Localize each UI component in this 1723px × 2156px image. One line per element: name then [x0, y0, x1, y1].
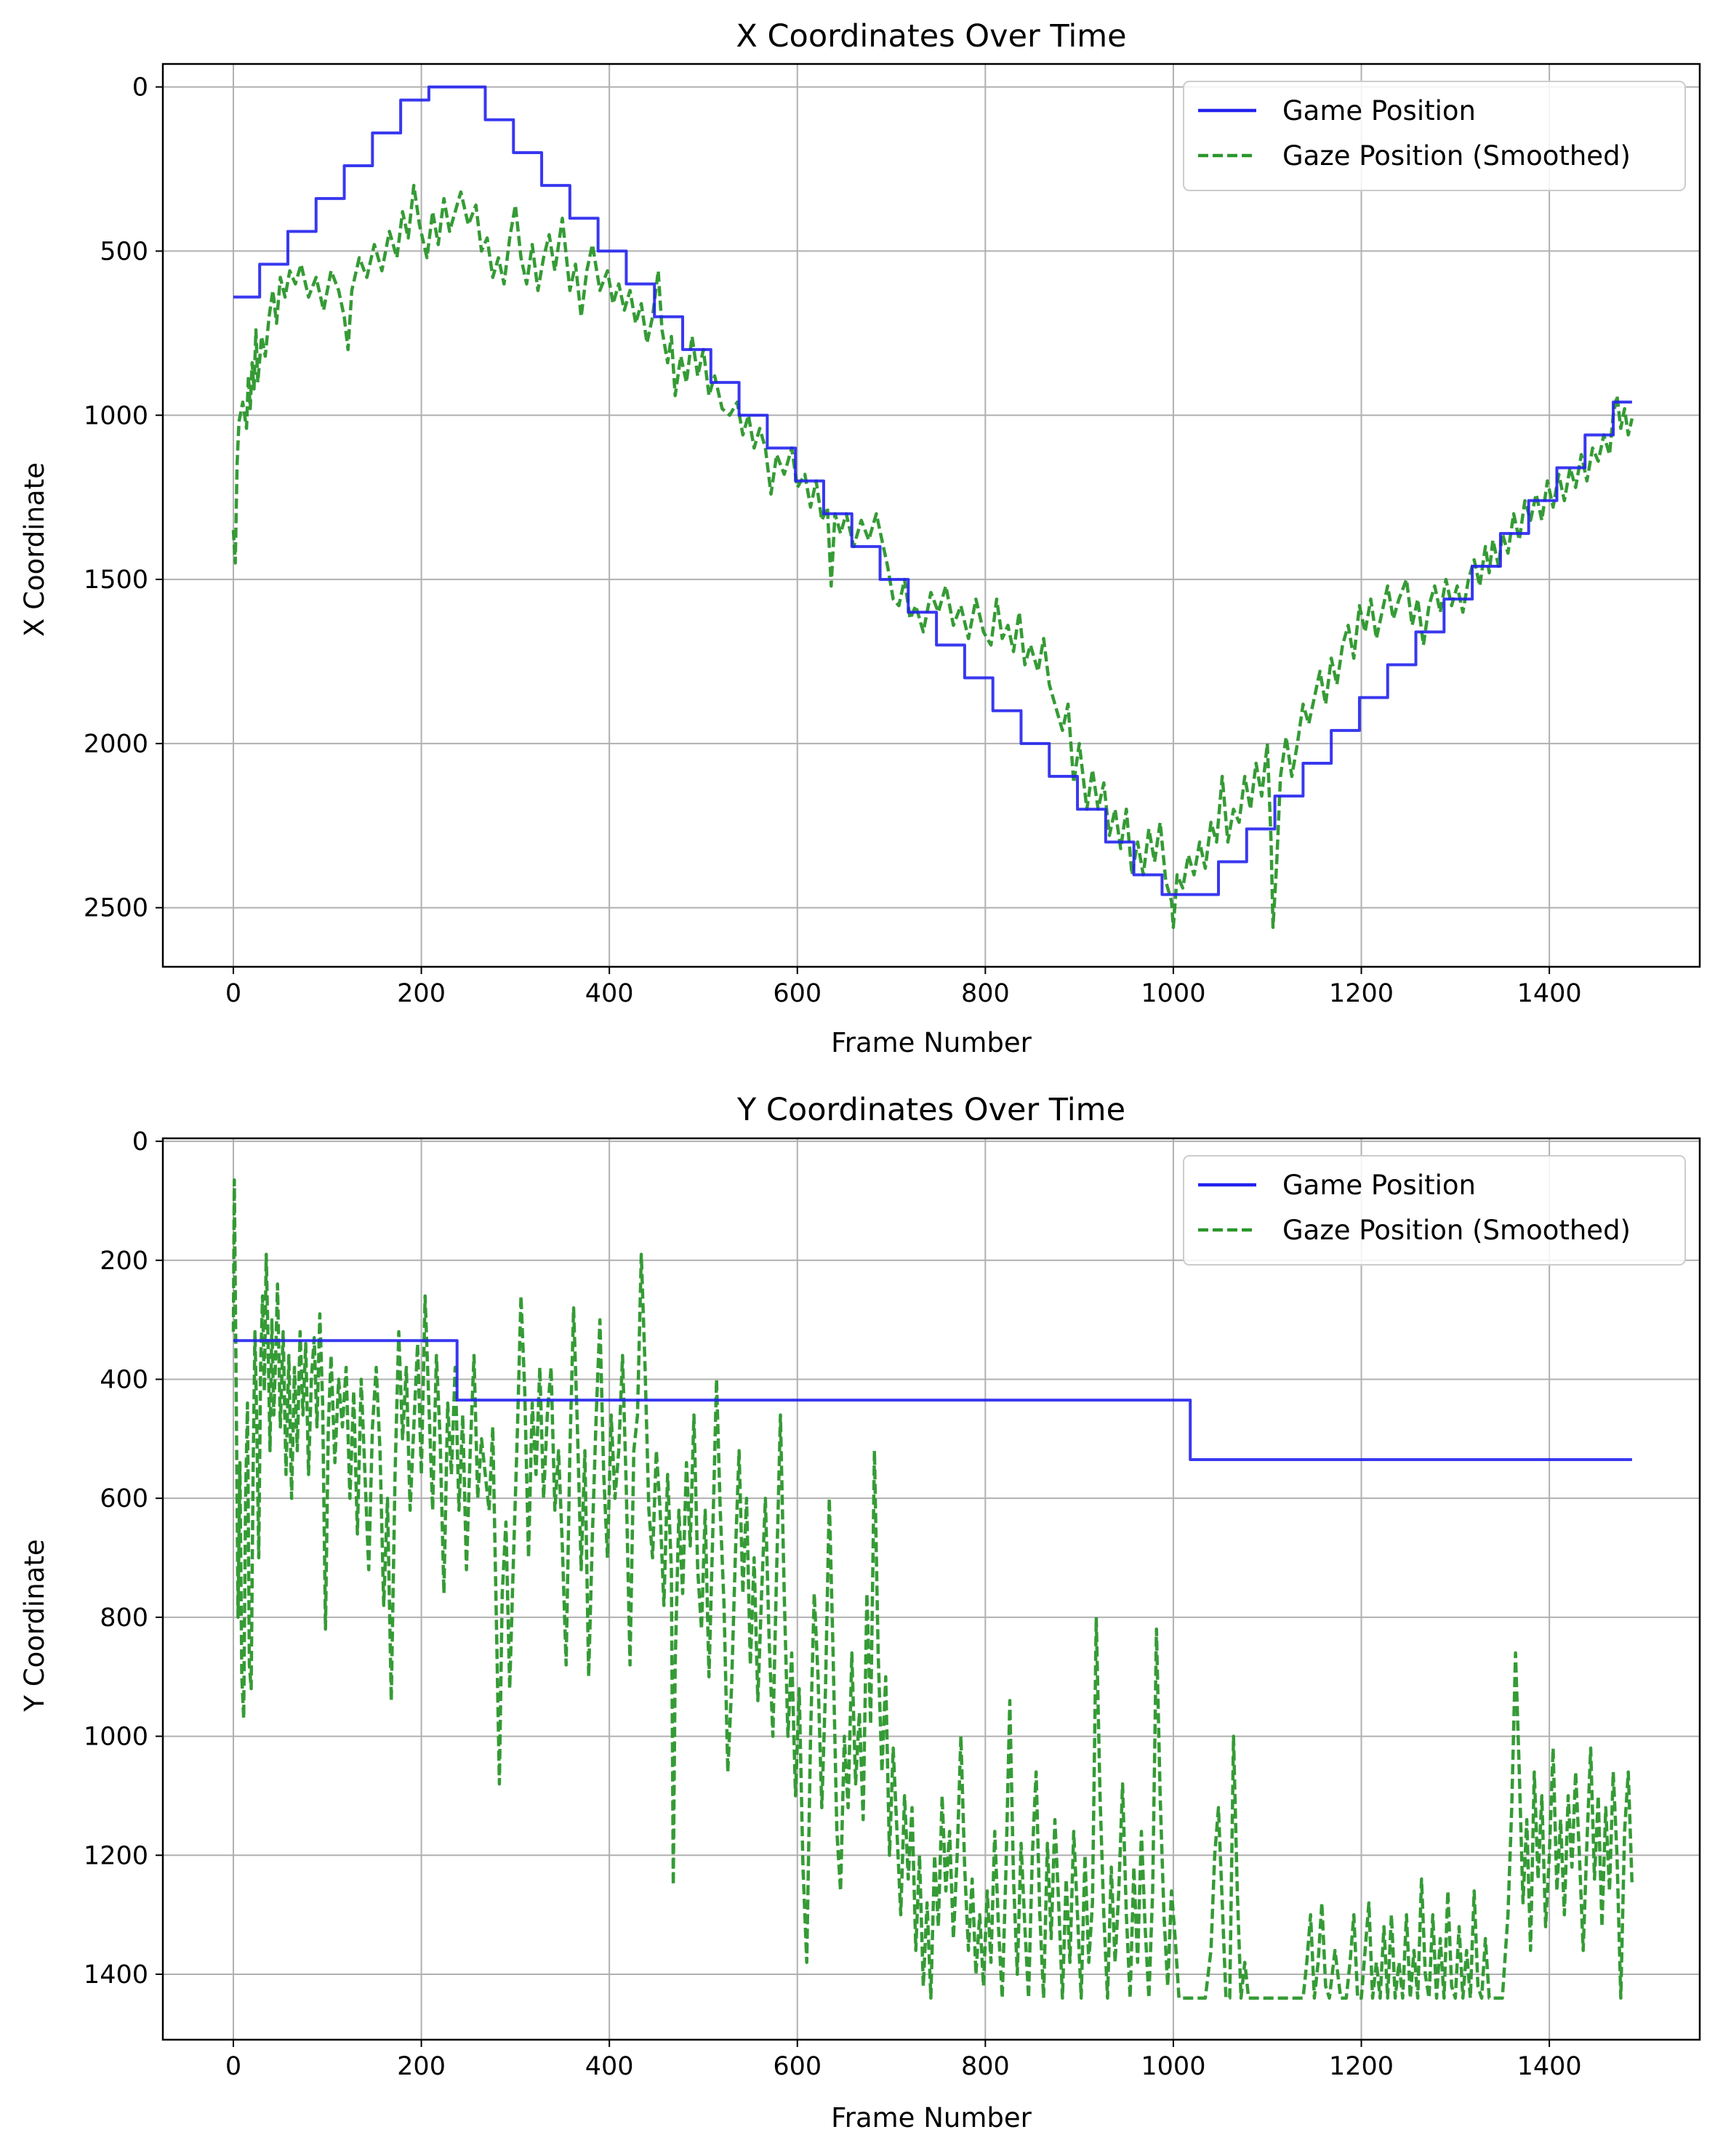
y-tick-label: 1000 [84, 401, 148, 430]
grid-lines [163, 64, 1700, 967]
y-tick-label: 1200 [84, 1841, 148, 1870]
legend-box [1183, 81, 1686, 191]
plot-frame [161, 1137, 1701, 2041]
x-tick-label: 1400 [1517, 2052, 1582, 2081]
chart-title: X Coordinates Over Time [736, 18, 1126, 55]
y-tick-label: 1000 [84, 1723, 148, 1752]
y-tick-label: 400 [100, 1365, 148, 1394]
y-tick-label: 0 [132, 73, 148, 102]
x-tick-label: 400 [585, 979, 634, 1008]
x-tick-label: 800 [961, 2052, 1010, 2081]
gaze-position-line [231, 183, 1634, 930]
legend-box [1183, 1155, 1686, 1266]
x-tick-label: 600 [773, 979, 822, 1008]
x-tick-label: 1200 [1329, 979, 1394, 1008]
y-axis-label: Y Coordinate [19, 1539, 50, 1712]
y-tick-label: 2500 [84, 894, 148, 923]
y-axis-label: X Coordinate [19, 462, 50, 637]
x-tick-label: 1200 [1329, 2052, 1394, 2081]
x-tick-label: 200 [397, 2052, 446, 2081]
axis-ticks: 0 200 400 600 800 1000 1200 1400 0 500 1000 1500 200… [84, 73, 1582, 1008]
legend-label-game-position: Game Position [1282, 1170, 1476, 1201]
y-tick-label: 500 [100, 237, 148, 266]
chart-title: Y Coordinates Over Time [736, 1092, 1125, 1128]
x-tick-label: 1000 [1141, 2052, 1205, 2081]
x-tick-label: 400 [585, 2052, 634, 2081]
game-position-line [233, 85, 1632, 896]
game-position-line [233, 1339, 1632, 1461]
x-tick-label: 0 [225, 979, 241, 1008]
gaze-position-line [231, 1178, 1634, 2000]
legend: Game Position Gaze Position (Smoothed) [1183, 1155, 1686, 1266]
plot-frame [161, 63, 1701, 968]
y-tick-label: 600 [100, 1484, 148, 1513]
x-tick-label: 200 [397, 979, 446, 1008]
y-tick-label: 0 [132, 1127, 148, 1157]
y-tick-label: 1500 [84, 566, 148, 595]
x-axis-label: Frame Number [831, 2102, 1032, 2133]
x-tick-label: 600 [773, 2052, 822, 2081]
x-tick-label: 0 [225, 2052, 241, 2081]
x-tick-label: 1400 [1517, 979, 1582, 1008]
legend: Game Position Gaze Position (Smoothed) [1183, 81, 1686, 191]
x-tick-label: 800 [961, 979, 1010, 1008]
x-coordinates-panel: X Coordinates Over Time Frame Number X C… [19, 18, 1701, 1058]
axis-ticks: 0 200 400 600 800 1000 1200 1400 0 200 400 600 800 10… [84, 1127, 1582, 2081]
y-tick-label: 200 [100, 1247, 148, 1276]
legend-label-game-position: Game Position [1282, 95, 1476, 126]
y-tick-label: 800 [100, 1604, 148, 1633]
y-tick-label: 1400 [84, 1960, 148, 1990]
plot-series [231, 85, 1634, 930]
legend-label-gaze-position: Gaze Position (Smoothed) [1282, 140, 1631, 172]
legend-label-gaze-position: Gaze Position (Smoothed) [1282, 1215, 1631, 1246]
x-tick-label: 1000 [1141, 979, 1205, 1008]
y-coordinates-panel: Y Coordinates Over Time Frame Number Y C… [19, 1092, 1701, 2133]
plot-series [231, 1178, 1634, 2000]
x-axis-label: Frame Number [831, 1027, 1032, 1058]
y-tick-label: 2000 [84, 730, 148, 759]
